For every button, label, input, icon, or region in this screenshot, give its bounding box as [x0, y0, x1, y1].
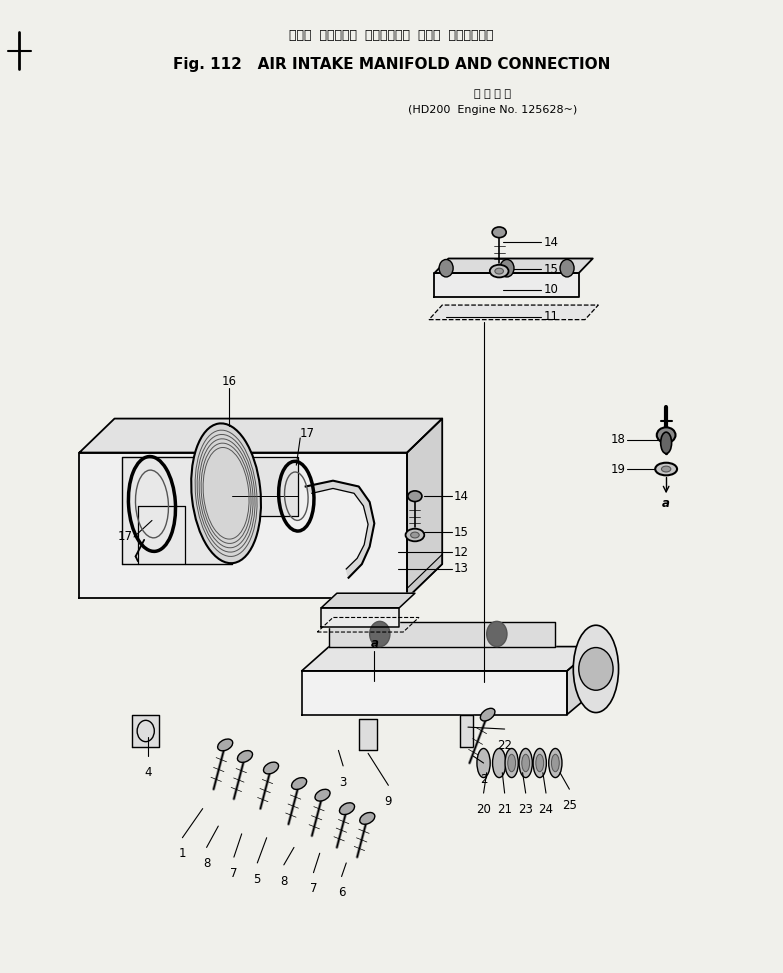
- Text: 9: 9: [384, 795, 392, 808]
- Text: 25: 25: [562, 799, 577, 811]
- Ellipse shape: [493, 227, 506, 237]
- Text: 12: 12: [454, 546, 469, 559]
- Text: 13: 13: [454, 562, 469, 575]
- Polygon shape: [329, 623, 555, 647]
- Text: 7: 7: [230, 867, 238, 880]
- Text: 24: 24: [539, 803, 554, 815]
- Ellipse shape: [495, 269, 503, 274]
- Text: 16: 16: [222, 376, 236, 388]
- Text: 21: 21: [497, 803, 512, 815]
- Ellipse shape: [657, 427, 676, 443]
- Polygon shape: [435, 259, 593, 273]
- Text: 17: 17: [117, 530, 132, 544]
- Ellipse shape: [490, 265, 508, 277]
- Ellipse shape: [477, 748, 490, 777]
- Polygon shape: [321, 608, 399, 628]
- Text: 11: 11: [543, 310, 558, 323]
- Text: a: a: [370, 637, 378, 650]
- Polygon shape: [321, 594, 415, 608]
- Ellipse shape: [480, 708, 495, 721]
- Text: 6: 6: [337, 886, 345, 899]
- Polygon shape: [429, 306, 598, 319]
- Ellipse shape: [536, 754, 543, 772]
- Ellipse shape: [410, 532, 419, 538]
- Polygon shape: [79, 418, 442, 452]
- Text: 10: 10: [543, 283, 558, 296]
- Text: 4: 4: [144, 766, 152, 779]
- Ellipse shape: [218, 739, 233, 751]
- Ellipse shape: [408, 490, 422, 501]
- Text: 1: 1: [179, 847, 186, 860]
- Text: エアー  インテーク  マニホールド  および  コネクション: エアー インテーク マニホールド および コネクション: [289, 29, 494, 42]
- Circle shape: [439, 260, 453, 277]
- Ellipse shape: [655, 463, 677, 476]
- Text: 8: 8: [203, 857, 211, 870]
- Ellipse shape: [533, 748, 547, 777]
- Ellipse shape: [264, 762, 279, 774]
- Ellipse shape: [549, 748, 562, 777]
- Text: 17: 17: [300, 426, 315, 440]
- Ellipse shape: [406, 528, 424, 541]
- Text: 14: 14: [543, 235, 558, 248]
- Polygon shape: [132, 714, 159, 746]
- Text: a: a: [662, 497, 670, 511]
- Ellipse shape: [519, 748, 532, 777]
- Polygon shape: [460, 714, 474, 746]
- Polygon shape: [359, 719, 377, 750]
- Text: 5: 5: [254, 873, 261, 885]
- Ellipse shape: [551, 754, 559, 772]
- Polygon shape: [407, 418, 442, 598]
- Ellipse shape: [191, 423, 261, 563]
- Ellipse shape: [521, 754, 529, 772]
- Circle shape: [579, 648, 613, 690]
- Polygon shape: [301, 670, 567, 714]
- Circle shape: [500, 260, 514, 277]
- Circle shape: [560, 260, 574, 277]
- Polygon shape: [79, 452, 407, 598]
- Text: Fig. 112   AIR INTAKE MANIFOLD AND CONNECTION: Fig. 112 AIR INTAKE MANIFOLD AND CONNECT…: [173, 57, 610, 72]
- Text: 19: 19: [611, 462, 626, 476]
- Ellipse shape: [237, 750, 253, 763]
- Text: 23: 23: [518, 803, 533, 815]
- Ellipse shape: [493, 748, 506, 777]
- Ellipse shape: [573, 626, 619, 712]
- Ellipse shape: [662, 466, 671, 472]
- Polygon shape: [232, 457, 298, 516]
- Ellipse shape: [315, 789, 330, 801]
- Text: 20: 20: [476, 803, 491, 815]
- Polygon shape: [407, 555, 442, 598]
- Polygon shape: [122, 457, 232, 564]
- Text: 22: 22: [497, 739, 512, 752]
- Ellipse shape: [661, 432, 672, 453]
- Text: 15: 15: [543, 263, 558, 275]
- Ellipse shape: [505, 748, 518, 777]
- Ellipse shape: [340, 803, 355, 814]
- Circle shape: [370, 622, 390, 647]
- Text: 3: 3: [340, 775, 347, 789]
- Text: (HD200  Engine No. 125628~): (HD200 Engine No. 125628~): [408, 105, 578, 115]
- Text: 2: 2: [480, 773, 487, 786]
- Ellipse shape: [359, 812, 375, 824]
- Polygon shape: [301, 647, 596, 670]
- Text: 15: 15: [454, 525, 469, 539]
- Text: 14: 14: [454, 489, 469, 503]
- Text: 適 用 号 機: 適 用 号 機: [474, 89, 511, 98]
- Polygon shape: [305, 481, 374, 578]
- Ellipse shape: [507, 754, 515, 772]
- Text: 8: 8: [280, 875, 287, 887]
- Ellipse shape: [291, 777, 307, 789]
- Polygon shape: [435, 273, 579, 298]
- Text: 7: 7: [310, 883, 317, 895]
- Text: 18: 18: [611, 433, 626, 447]
- Circle shape: [487, 622, 507, 647]
- Polygon shape: [567, 647, 596, 714]
